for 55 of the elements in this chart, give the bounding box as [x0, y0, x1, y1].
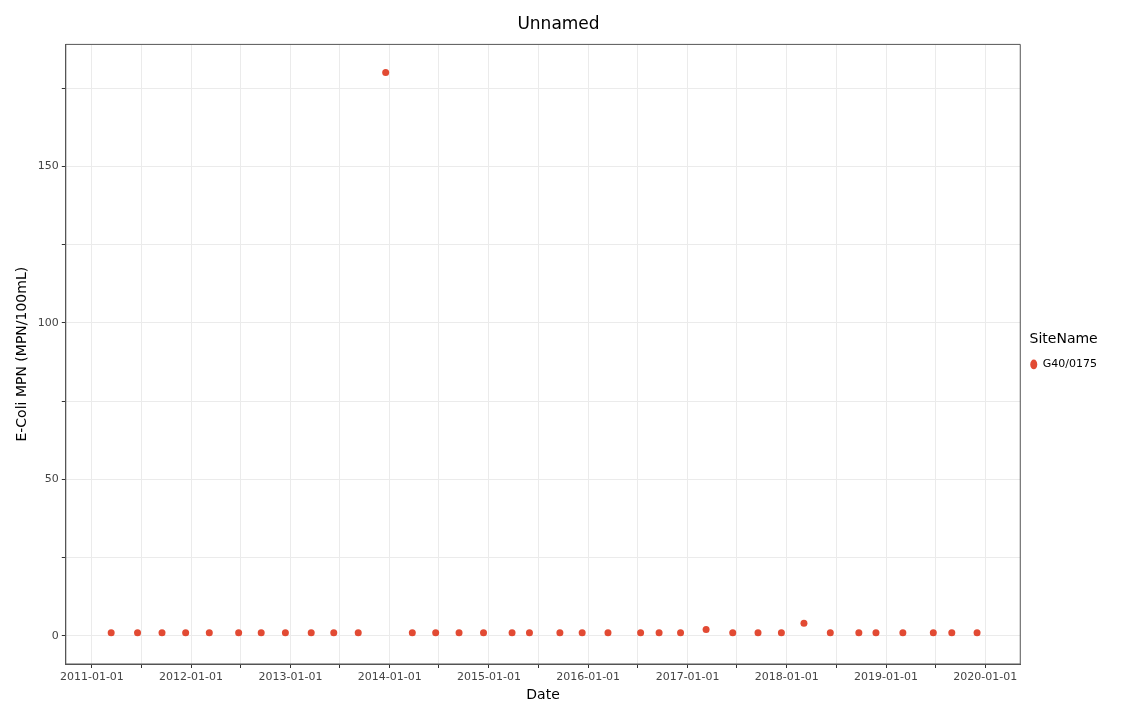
point	[702, 626, 710, 634]
point	[754, 629, 762, 637]
point	[330, 629, 338, 637]
point	[235, 629, 243, 637]
point	[677, 629, 685, 637]
point	[408, 629, 416, 637]
x-tick-label: 2016-01-01	[556, 670, 621, 684]
point	[800, 619, 808, 627]
legend-label: G40/0175	[1042, 357, 1098, 371]
point	[508, 629, 516, 637]
y-tick-label: 0	[51, 628, 59, 642]
point	[826, 629, 834, 637]
point	[182, 629, 190, 637]
point	[872, 629, 880, 637]
x-tick-label: 2015-01-01	[456, 670, 521, 684]
point	[158, 629, 166, 637]
point	[480, 629, 488, 637]
x-tick-label: 2013-01-01	[258, 670, 323, 684]
point	[257, 629, 265, 637]
point	[354, 629, 362, 637]
y-axis-title: E-Coli MPN (MPN/100mL)	[13, 266, 30, 442]
point	[432, 629, 440, 637]
point	[556, 629, 564, 637]
y-tick-label: 100	[37, 315, 59, 329]
point	[729, 629, 737, 637]
point	[525, 629, 533, 637]
point	[637, 629, 645, 637]
chart-title: Unnamed	[517, 12, 600, 33]
point	[777, 629, 785, 637]
point	[948, 629, 956, 637]
point	[205, 629, 213, 637]
x-tick-label: 2018-01-01	[754, 670, 819, 684]
point	[929, 629, 937, 637]
point	[455, 629, 463, 637]
x-tick-label: 2020-01-01	[953, 670, 1018, 684]
point	[604, 629, 612, 637]
x-axis-title: Date	[526, 686, 560, 703]
point	[134, 629, 142, 637]
point	[973, 629, 981, 637]
y-tick-label: 50	[44, 472, 59, 486]
legend-title: SiteName	[1029, 329, 1098, 346]
point	[899, 629, 907, 637]
point	[107, 629, 115, 637]
point	[855, 629, 863, 637]
x-tick-label: 2012-01-01	[159, 670, 224, 684]
y-tick-label: 150	[37, 159, 59, 173]
x-tick-label: 2019-01-01	[854, 670, 918, 684]
point	[281, 629, 289, 637]
x-tick-label: 2014-01-01	[357, 670, 422, 684]
point	[655, 629, 663, 637]
x-tick-label: 2017-01-01	[655, 670, 720, 684]
point	[578, 629, 586, 637]
point	[382, 69, 390, 77]
x-tick-label: 2011-01-01	[59, 670, 124, 684]
point	[307, 629, 315, 637]
